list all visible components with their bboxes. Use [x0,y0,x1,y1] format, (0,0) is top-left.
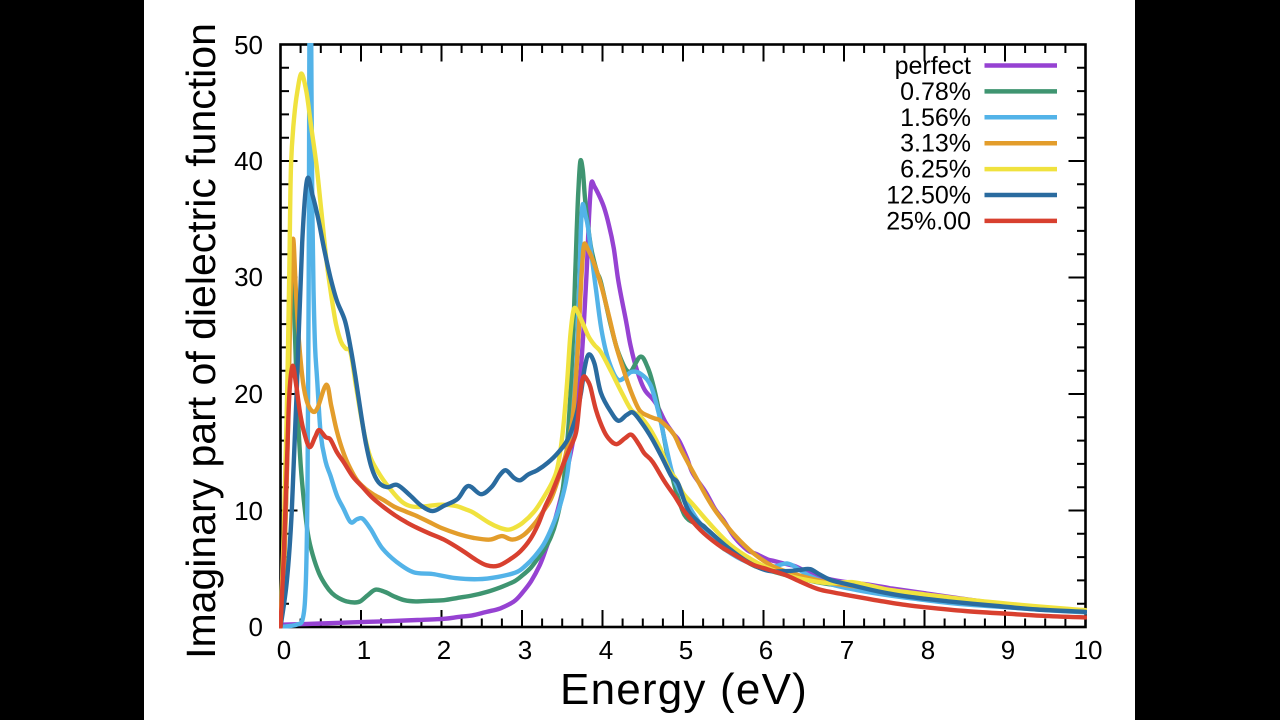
svg-text:2: 2 [437,635,451,665]
svg-text:Energy (eV): Energy (eV) [560,665,808,714]
svg-text:5: 5 [679,635,693,665]
svg-text:20: 20 [234,379,263,409]
svg-text:12.50%: 12.50% [886,182,971,210]
svg-text:7: 7 [840,635,854,665]
svg-text:1: 1 [357,635,371,665]
svg-text:8: 8 [921,635,935,665]
svg-text:1.56%: 1.56% [900,104,971,132]
svg-text:0: 0 [277,635,291,665]
svg-text:40: 40 [234,146,263,176]
svg-text:0: 0 [249,612,263,642]
svg-text:10: 10 [234,496,263,526]
svg-text:6.25%: 6.25% [900,156,971,184]
svg-text:0.78%: 0.78% [900,78,971,106]
svg-text:6: 6 [759,635,773,665]
svg-text:Imaginary part of dielectric f: Imaginary part of dielectric function [178,23,224,659]
svg-text:9: 9 [1001,635,1015,665]
svg-text:3.13%: 3.13% [900,130,971,158]
svg-text:4: 4 [599,635,613,665]
svg-text:3: 3 [518,635,532,665]
svg-text:perfect: perfect [895,52,971,80]
svg-text:30: 30 [234,262,263,292]
svg-text:10: 10 [1074,635,1103,665]
svg-text:50: 50 [234,30,263,60]
svg-text:25%.00: 25%.00 [886,207,971,235]
